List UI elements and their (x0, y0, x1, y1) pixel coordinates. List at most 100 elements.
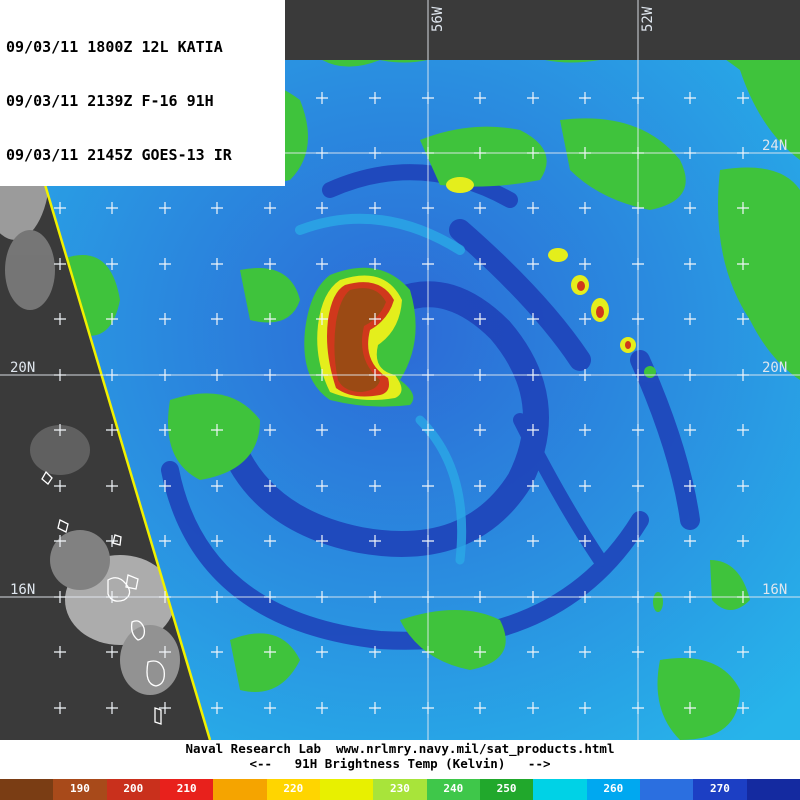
lon-label-52w: 52W (640, 6, 656, 32)
grid-cross-marker (684, 535, 696, 547)
grid-cross-marker (579, 646, 591, 658)
grid-cross-marker (527, 313, 539, 325)
grid-cross-marker (422, 591, 434, 603)
grid-cross-marker (632, 480, 644, 492)
grid-cross-marker (316, 92, 328, 104)
colorbar-segment (533, 779, 587, 800)
grid-cross-marker (737, 313, 749, 325)
grid-cross-marker (527, 702, 539, 714)
grid-cross-marker (684, 591, 696, 603)
grid-cross-marker (684, 702, 696, 714)
grid-cross-marker (159, 424, 171, 436)
colorbar-tick-label: 250 (496, 782, 517, 795)
colorbar-segment: 230 (373, 779, 427, 800)
grid-cross-marker (316, 424, 328, 436)
colorbar-tick-label: 200 (123, 782, 144, 795)
grid-cross-marker (632, 369, 644, 381)
grid-cross-marker (579, 313, 591, 325)
grid-cross-marker (684, 369, 696, 381)
grid-cross-marker (422, 535, 434, 547)
grid-cross-marker (54, 202, 66, 214)
lat-label-20n: 20N (10, 360, 35, 376)
grid-cross-marker (579, 702, 591, 714)
header-line-sensor: 09/03/11 2139Z F-16 91H (6, 92, 214, 110)
grid-cross-marker (527, 646, 539, 658)
grid-cross-marker (264, 480, 276, 492)
lat-label-16n: 16N (10, 582, 35, 598)
grid-cross-marker (474, 480, 486, 492)
grid-cross-marker (684, 424, 696, 436)
grid-cross-marker (211, 646, 223, 658)
colorbar-tick-label: 260 (603, 782, 624, 795)
grid-cross-marker (211, 202, 223, 214)
grid-cross-marker (632, 202, 644, 214)
colorbar-segment: 270 (693, 779, 747, 800)
colorbar-tick-label: 270 (709, 782, 730, 795)
grid-cross-marker (159, 702, 171, 714)
grid-cross-marker (106, 480, 118, 492)
grid-cross-marker (54, 313, 66, 325)
grid-cross-marker (211, 591, 223, 603)
colorbar-segment (213, 779, 267, 800)
grid-cross-marker (579, 424, 591, 436)
grid-cross-marker (527, 535, 539, 547)
credit-line: Naval Research Lab www.nrlmry.navy.mil/s… (185, 741, 615, 756)
grid-cross-marker (579, 480, 591, 492)
grid-cross-marker (369, 535, 381, 547)
grid-cross-marker (684, 92, 696, 104)
grid-cross-marker (211, 258, 223, 270)
grid-cross-marker (474, 591, 486, 603)
grid-cross-marker (106, 646, 118, 658)
grid-cross-marker (369, 646, 381, 658)
grid-cross-marker (527, 480, 539, 492)
colorbar-segment: 190 (53, 779, 107, 800)
grid-cross-marker (474, 92, 486, 104)
colorbar-segment: 200 (106, 779, 160, 800)
grid-cross-marker (54, 591, 66, 603)
grid-cross-marker (54, 702, 66, 714)
grid-cross-marker (422, 92, 434, 104)
grid-cross-marker (632, 147, 644, 159)
grid-cross-marker (527, 92, 539, 104)
grid-cross-marker (369, 147, 381, 159)
grid-cross-marker (422, 369, 434, 381)
grid-cross-marker (369, 369, 381, 381)
grid-cross-marker (474, 369, 486, 381)
grid-cross-marker (579, 258, 591, 270)
grid-cross-marker (316, 646, 328, 658)
grid-cross-marker (422, 258, 434, 270)
grid-cross-marker (264, 702, 276, 714)
grid-cross-marker (422, 202, 434, 214)
grid-cross-marker (684, 258, 696, 270)
grid-cross-marker (159, 646, 171, 658)
grid-cross-marker (316, 313, 328, 325)
grid-cross-marker (737, 702, 749, 714)
grid-cross-marker (527, 147, 539, 159)
colorbar-segment (746, 779, 800, 800)
grid-cross-marker (422, 480, 434, 492)
colorbar-tick-label: 220 (283, 782, 304, 795)
grid-cross-marker (474, 424, 486, 436)
grid-cross-marker (211, 369, 223, 381)
grid-cross-marker (684, 480, 696, 492)
grid-cross-marker (369, 313, 381, 325)
grid-cross-marker (369, 424, 381, 436)
grid-cross-marker (264, 202, 276, 214)
grid-cross-marker (632, 591, 644, 603)
grid-cross-marker (54, 535, 66, 547)
colorbar-tick-label: 210 (176, 782, 197, 795)
grid-cross-marker (106, 369, 118, 381)
grid-cross-marker (264, 646, 276, 658)
grid-cross-marker (737, 535, 749, 547)
grid-cross-marker (632, 92, 644, 104)
grid-cross-marker (684, 202, 696, 214)
grid-cross-marker (422, 702, 434, 714)
grid-cross-marker (684, 313, 696, 325)
grid-cross-marker (316, 202, 328, 214)
grid-cross-marker (264, 535, 276, 547)
grid-cross-marker (316, 480, 328, 492)
grid-cross-marker (632, 424, 644, 436)
grid-cross-marker (737, 424, 749, 436)
colorbar-segment (0, 779, 54, 800)
grid-cross-marker (369, 202, 381, 214)
